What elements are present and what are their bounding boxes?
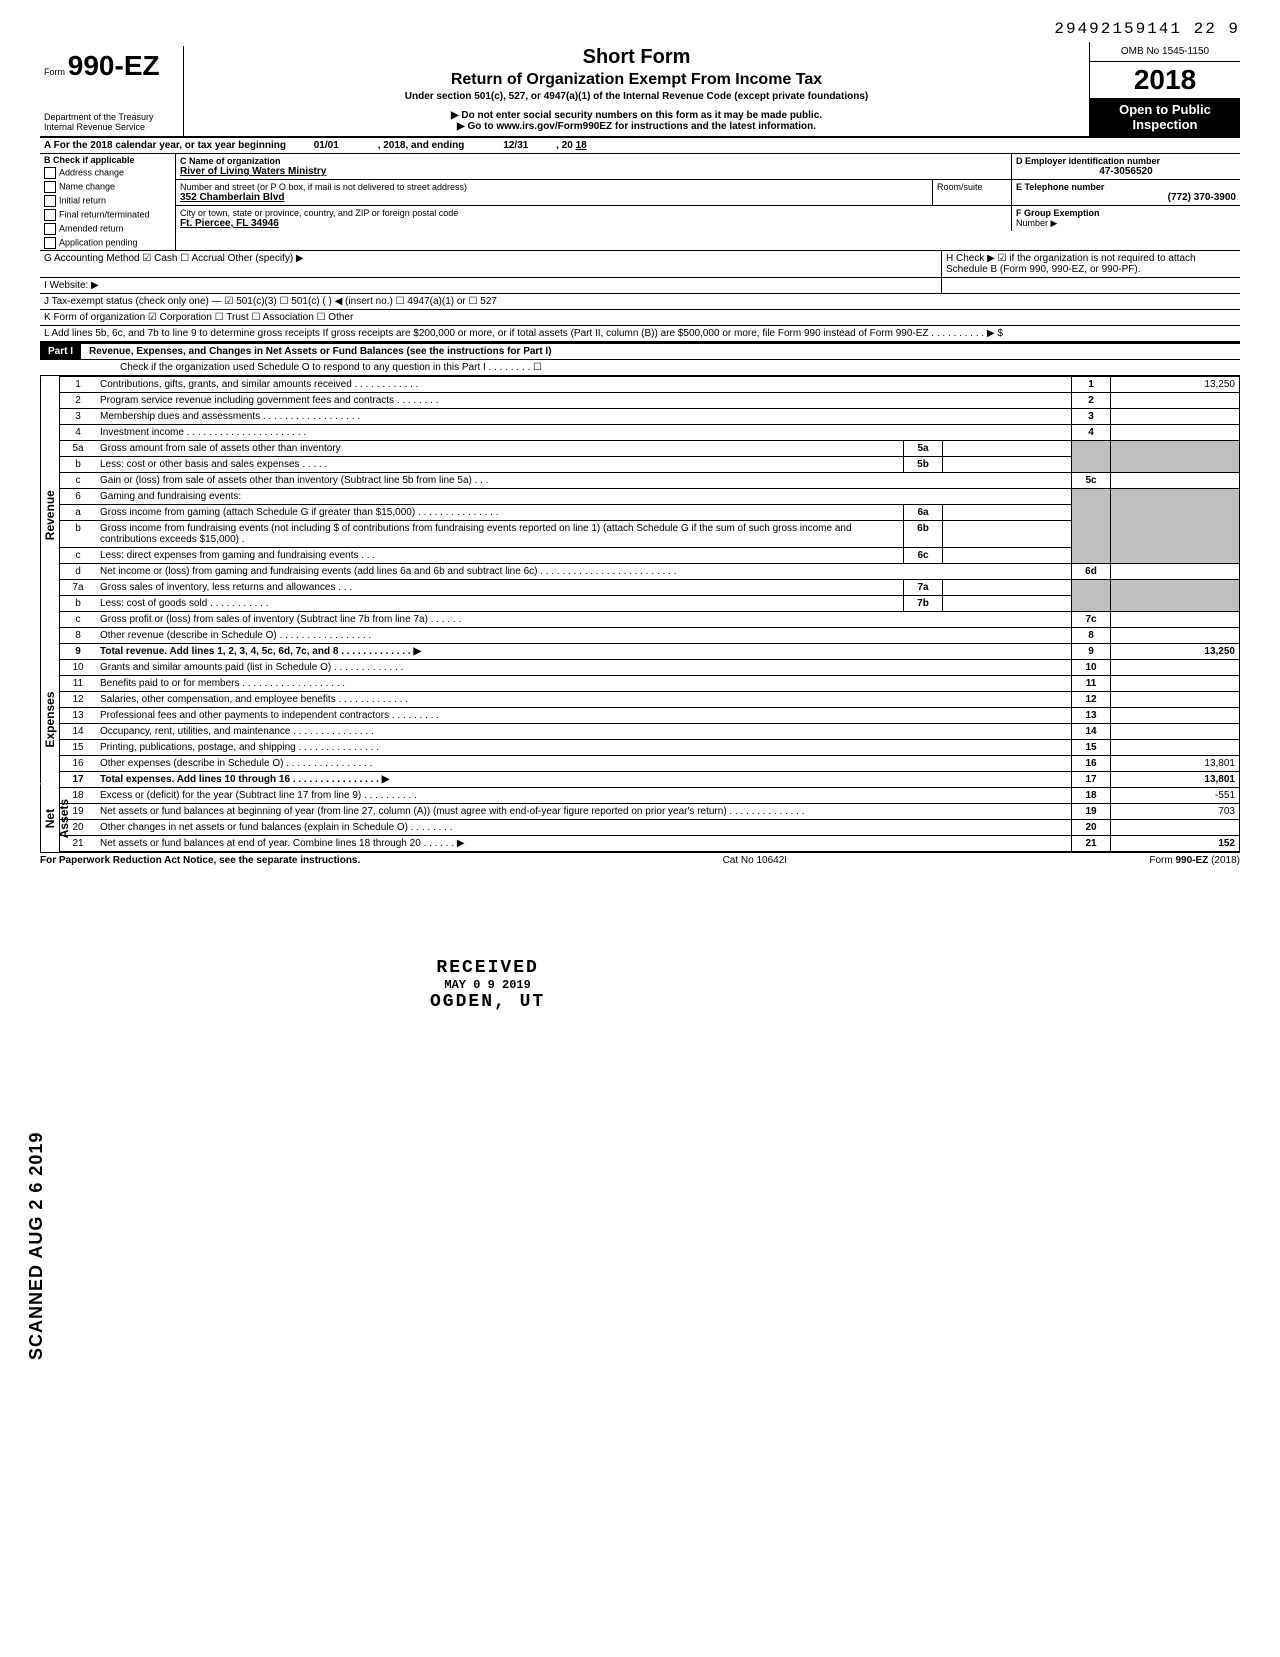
amt-1: 13,250 (1111, 377, 1240, 393)
line-g: G Accounting Method ☑ Cash ☐ Accrual Oth… (40, 251, 942, 277)
ein-value: 47-3056520 (1016, 166, 1236, 177)
amt-17: 13,801 (1111, 772, 1240, 788)
line-h: H Check ▶ ☑ if the organization is not r… (946, 253, 1236, 275)
phone-value: (772) 370-3900 (1016, 192, 1236, 203)
line-i: I Website: ▶ (40, 278, 942, 293)
block-d-label: D Employer identification number (1016, 156, 1236, 166)
org-name: River of Living Waters Ministry (180, 166, 1007, 177)
amt-7c (1111, 612, 1240, 628)
received-stamp: RECEIVED MAY 0 9 2019 OGDEN, UT (430, 958, 545, 1012)
line-l: L Add lines 5b, 6c, and 7b to line 9 to … (40, 326, 1240, 341)
form-subtitle: Return of Organization Exempt From Incom… (192, 71, 1081, 89)
amt-15 (1111, 740, 1240, 756)
chk-amended[interactable]: Amended return (40, 222, 175, 236)
street-label: Number and street (or P O box, if mail i… (180, 182, 928, 192)
section-a: A For the 2018 calendar year, or tax yea… (40, 138, 1240, 154)
tax-year-end-month: 12/31 (503, 140, 528, 151)
part1-check: Check if the organization used Schedule … (40, 360, 1240, 376)
chk-address[interactable]: Address change (40, 166, 175, 180)
dept-treasury: Department of the Treasury (44, 112, 179, 122)
part1-title: Revenue, Expenses, and Changes in Net As… (81, 346, 552, 357)
goto-url: ▶ Go to www.irs.gov/Form990EZ for instru… (192, 121, 1081, 132)
block-f-label: F Group Exemption (1016, 208, 1236, 218)
block-f-number: Number ▶ (1016, 218, 1236, 229)
amt-19: 703 (1111, 804, 1240, 820)
amt-13 (1111, 708, 1240, 724)
lines-table: 1Contributions, gifts, grants, and simil… (59, 376, 1240, 852)
footer-mid: Cat No 10642I (723, 855, 788, 866)
line-j: J Tax-exempt status (check only one) — ☑… (40, 294, 1240, 309)
section-a-mid: , 2018, and ending (378, 140, 465, 151)
year-value: 18 (1165, 64, 1196, 95)
under-section: Under section 501(c), 527, or 4947(a)(1)… (192, 91, 1081, 102)
chk-pending[interactable]: Application pending (40, 236, 175, 250)
block-e-label: E Telephone number (1016, 182, 1236, 192)
footer-right: Form 990-EZ (2018) (1149, 855, 1240, 866)
section-a-label: A For the 2018 calendar year, or tax yea… (44, 140, 286, 151)
part1-header: Part I Revenue, Expenses, and Changes in… (40, 342, 1240, 360)
street-value: 352 Chamberlain Blvd (180, 192, 928, 203)
tax-year-end: 18 (576, 140, 587, 151)
amt-18: -551 (1111, 788, 1240, 804)
tax-year-begin: 01/01 (314, 140, 339, 151)
amt-11 (1111, 676, 1240, 692)
ssn-warning: ▶ Do not enter social security numbers o… (192, 110, 1081, 121)
amt-20 (1111, 820, 1240, 836)
amt-14 (1111, 724, 1240, 740)
chk-initial[interactable]: Initial return (40, 194, 175, 208)
amt-21: 152 (1111, 836, 1240, 852)
open-to-public: Open to Public Inspection (1090, 98, 1240, 136)
vlabel-expenses: Expenses (40, 655, 59, 784)
block-b-label: B Check if applicable (40, 154, 175, 166)
identity-row: B Check if applicable Address change Nam… (40, 154, 1240, 251)
part1-label: Part I (40, 344, 81, 359)
vlabel-revenue: Revenue (40, 376, 59, 655)
omb-number: OMB No 1545-1150 (1090, 42, 1240, 62)
amt-16: 13,801 (1111, 756, 1240, 772)
amt-6d (1111, 564, 1240, 580)
amt-9: 13,250 (1111, 644, 1240, 660)
scanned-stamp: SCANNED AUG 2 6 2019 (26, 1132, 47, 1360)
amt-4 (1111, 425, 1240, 441)
amt-12 (1111, 692, 1240, 708)
irs-label: Internal Revenue Service (44, 122, 179, 132)
year-prefix: 20 (1134, 64, 1165, 95)
form-title: Short Form (192, 46, 1081, 69)
city-value: Ft. Piercee, FL 34946 (180, 218, 1007, 229)
amt-3 (1111, 409, 1240, 425)
chk-name[interactable]: Name change (40, 180, 175, 194)
page-number-stamp: 29492159141 22 9 (40, 20, 1240, 38)
city-label: City or town, state or province, country… (180, 208, 1007, 218)
amt-8 (1111, 628, 1240, 644)
vlabel-netassets: Net Assets (40, 784, 59, 852)
footer: For Paperwork Reduction Act Notice, see … (40, 852, 1240, 866)
form-header: Form 990-EZ Department of the Treasury I… (40, 42, 1240, 138)
amt-10 (1111, 660, 1240, 676)
section-a-end-prefix: , 20 (556, 140, 573, 151)
form-number: 990-EZ (68, 50, 160, 81)
line-k: K Form of organization ☑ Corporation ☐ T… (40, 310, 1240, 325)
amt-5c (1111, 473, 1240, 489)
block-c-name-label: C Name of organization (180, 156, 1007, 166)
form-prefix: Form (44, 67, 65, 77)
footer-left: For Paperwork Reduction Act Notice, see … (40, 855, 360, 866)
amt-2 (1111, 393, 1240, 409)
chk-final[interactable]: Final return/terminated (40, 208, 175, 222)
room-label: Room/suite (937, 182, 1007, 192)
